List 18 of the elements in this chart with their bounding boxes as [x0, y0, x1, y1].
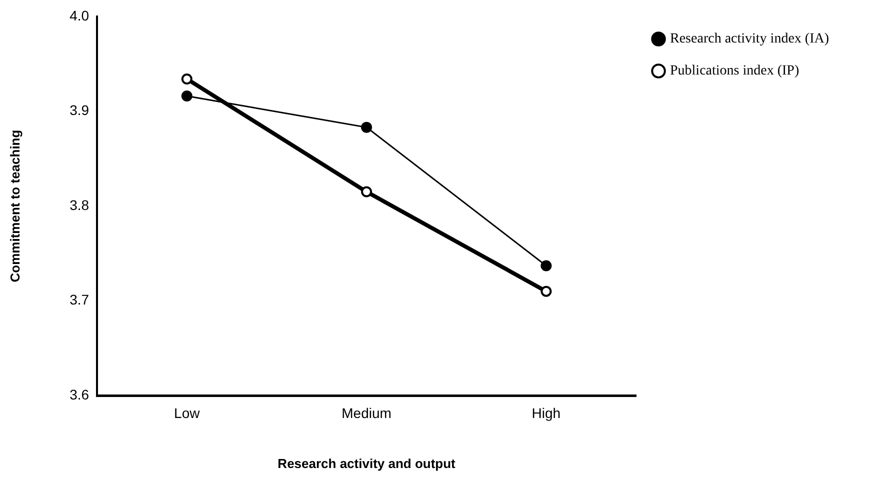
- y-tick-label: 3.6: [70, 386, 90, 402]
- y-tick-label: 3.8: [70, 196, 90, 213]
- point: [361, 186, 372, 198]
- point: [540, 286, 552, 297]
- y-axis-title: Commitment to teaching: [7, 130, 22, 282]
- point: [181, 90, 192, 102]
- y-tick-label: 3.9: [70, 102, 90, 118]
- y-tick-label: 3.7: [70, 292, 90, 308]
- x-axis-title: Research activity and output: [278, 456, 456, 471]
- point: [540, 260, 552, 272]
- point: [181, 73, 192, 84]
- x-tick-label: Low: [174, 404, 201, 421]
- point: [361, 122, 372, 133]
- y-tick-label: 4.0: [70, 7, 90, 24]
- legend-label: Research activity index (IA): [670, 32, 830, 47]
- x-tick-label: High: [532, 404, 561, 421]
- legend-label: Publications index (IP): [670, 64, 800, 79]
- x-tick-label: Medium: [342, 404, 392, 421]
